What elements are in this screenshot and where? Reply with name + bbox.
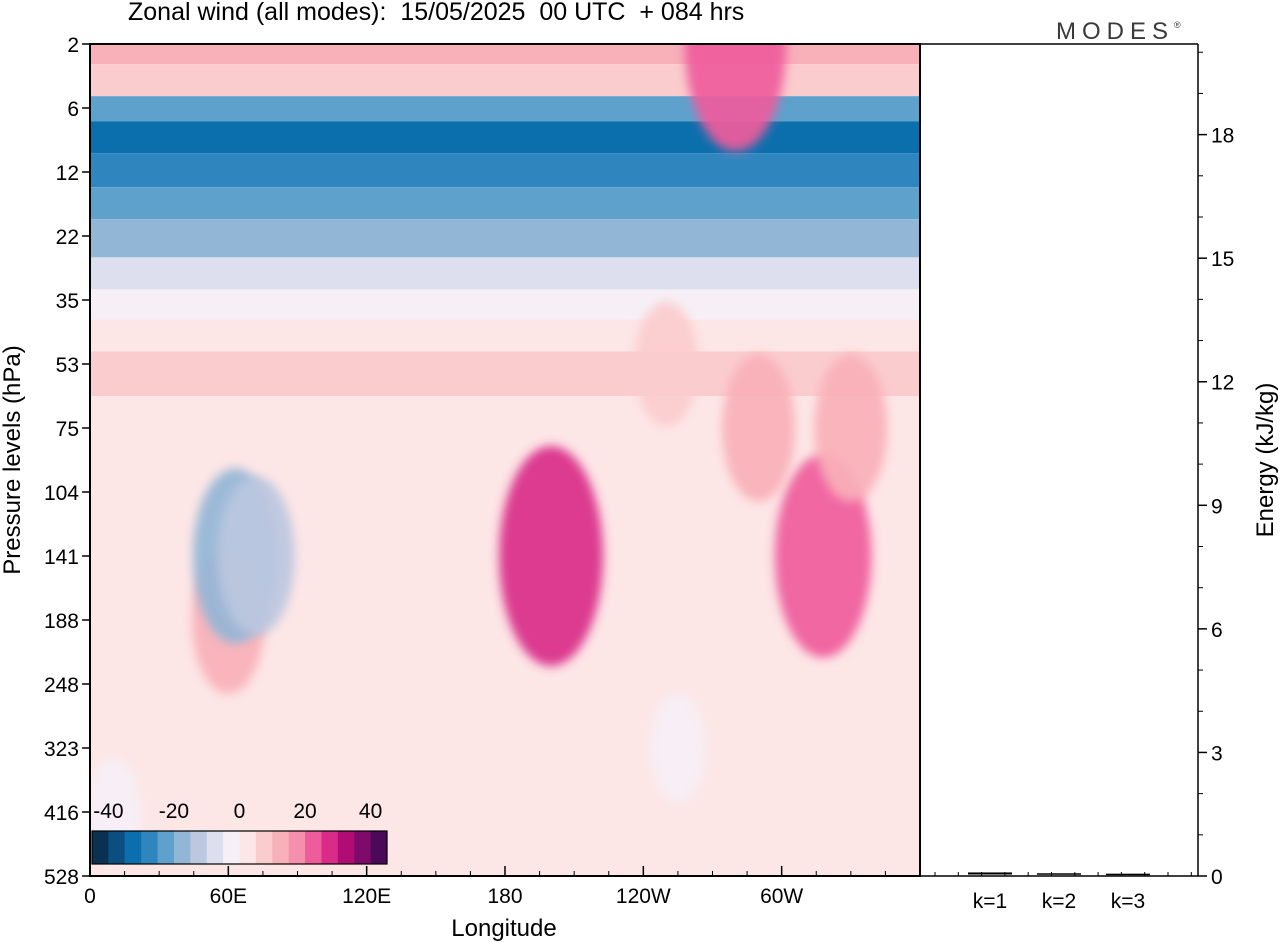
pressure-axis: 2 6 12 22 35 53 75 104 141 188 248 323 416 528 Pressur…	[0, 34, 90, 889]
colorbar-swatch	[272, 831, 290, 864]
heatmap-band	[90, 716, 920, 780]
brand-logo: MODES®	[1056, 18, 1181, 46]
x-tick-label: 60W	[760, 885, 803, 908]
energy-bar	[1037, 873, 1081, 875]
heatmap-band	[90, 64, 920, 97]
wind-heatmap	[90, 44, 920, 876]
heatmap-feature	[814, 354, 888, 502]
y-tick-label: 12	[56, 162, 79, 185]
energy-category-label: k=1	[973, 890, 1007, 913]
colorbar-tick-label: -20	[159, 800, 189, 823]
colorbar-swatch	[255, 831, 273, 864]
colorbar-swatch	[354, 831, 372, 864]
colorbar-swatch	[157, 831, 175, 864]
heatmap-feature	[722, 354, 796, 502]
heatmap-band	[90, 319, 920, 352]
heatmap-band	[90, 96, 920, 122]
heatmap-band	[90, 121, 920, 154]
energy-bar	[968, 872, 1012, 875]
x-tick-label: 180	[487, 885, 522, 908]
heatmap-feature	[684, 44, 787, 152]
colorbar-swatch	[305, 831, 322, 864]
heatmap-feature	[774, 454, 872, 658]
y-tick-label: 528	[44, 866, 79, 889]
colorbar-swatch	[239, 831, 257, 864]
x-axis-title: Longitude	[451, 915, 556, 942]
heatmap-band	[90, 396, 920, 460]
heatmap-band	[90, 289, 920, 320]
brand-logo-mark: ®	[1174, 20, 1181, 30]
y-tick-label: 416	[44, 802, 79, 825]
colorbar-swatch	[288, 831, 306, 864]
energy-axis-title: Energy (kJ/kg)	[1252, 383, 1279, 538]
colorbar-tick-label: -40	[93, 800, 123, 823]
x-tick-label: 120E	[342, 885, 391, 908]
x-tick-label: 120W	[616, 885, 671, 908]
y-tick-label: 141	[44, 546, 79, 569]
energy-tick-label: 9	[1211, 495, 1223, 518]
energy-bar-panel: 0 3 6 9 12 15 18 Energy (kJ/kg) k=1 k=2 k=3	[920, 43, 1279, 913]
colorbar-swatch	[321, 831, 339, 864]
colorbar-swatch	[108, 831, 126, 864]
colorbar-swatch	[124, 831, 142, 864]
colorbar-swatch	[223, 831, 240, 864]
colorbar-border	[91, 830, 388, 865]
energy-tick-label: 12	[1211, 372, 1234, 395]
y-tick-label: 75	[56, 418, 79, 441]
y-tick-label: 188	[44, 610, 79, 633]
energy-tick-label: 15	[1211, 248, 1234, 271]
energy-tick-label: 3	[1211, 742, 1223, 765]
colorbar-legend: -40 -20 0 20 40	[91, 800, 388, 865]
colorbar-tick-label: 0	[234, 800, 246, 823]
colorbar-swatch	[173, 831, 191, 864]
y-tick-label: 6	[67, 98, 79, 121]
heatmap-band	[90, 257, 920, 290]
heatmap-band	[90, 187, 920, 220]
colorbar-swatch	[206, 831, 224, 864]
heatmap-band	[90, 44, 920, 65]
y-tick-label: 104	[44, 482, 79, 505]
colorbar-swatch	[92, 831, 109, 864]
colorbar-swatch	[370, 831, 388, 864]
colorbar-tick-label: 40	[359, 800, 382, 823]
y-axis-title: Pressure levels (hPa)	[0, 345, 26, 574]
energy-tick-label: 18	[1211, 125, 1234, 148]
heatmap-feature	[217, 476, 295, 636]
heatmap-band	[90, 219, 920, 258]
y-tick-label: 53	[56, 354, 79, 377]
colorbar-tick-label: 20	[293, 800, 316, 823]
y-tick-label: 35	[56, 290, 79, 313]
heatmap-band	[90, 351, 920, 396]
colorbar-swatch	[190, 831, 208, 864]
colorbar-swatch	[141, 831, 159, 864]
energy-category-label: k=3	[1111, 890, 1145, 913]
x-tick-label: 0	[84, 885, 96, 908]
y-tick-label: 248	[44, 674, 79, 697]
energy-category-label: k=2	[1042, 890, 1076, 913]
colorbar-swatch	[337, 831, 355, 864]
brand-logo-text: MODES	[1056, 18, 1175, 45]
heatmap-band	[90, 153, 920, 188]
energy-tick-label: 0	[1211, 866, 1223, 889]
energy-tick-label: 6	[1211, 619, 1223, 642]
heatmap-feature	[649, 694, 706, 802]
heatmap-feature	[634, 301, 698, 427]
y-tick-label: 323	[44, 738, 79, 761]
y-tick-label: 2	[67, 34, 79, 57]
x-tick-label: 60E	[210, 885, 247, 908]
heatmap-feature	[499, 446, 604, 666]
energy-bar	[1106, 873, 1150, 876]
chart-title: Zonal wind (all modes): 15/05/2025 00 UT…	[128, 0, 745, 26]
longitude-axis: 0 60E 120E 180 120W 60W Longitude	[84, 866, 886, 942]
y-tick-label: 22	[56, 226, 79, 249]
